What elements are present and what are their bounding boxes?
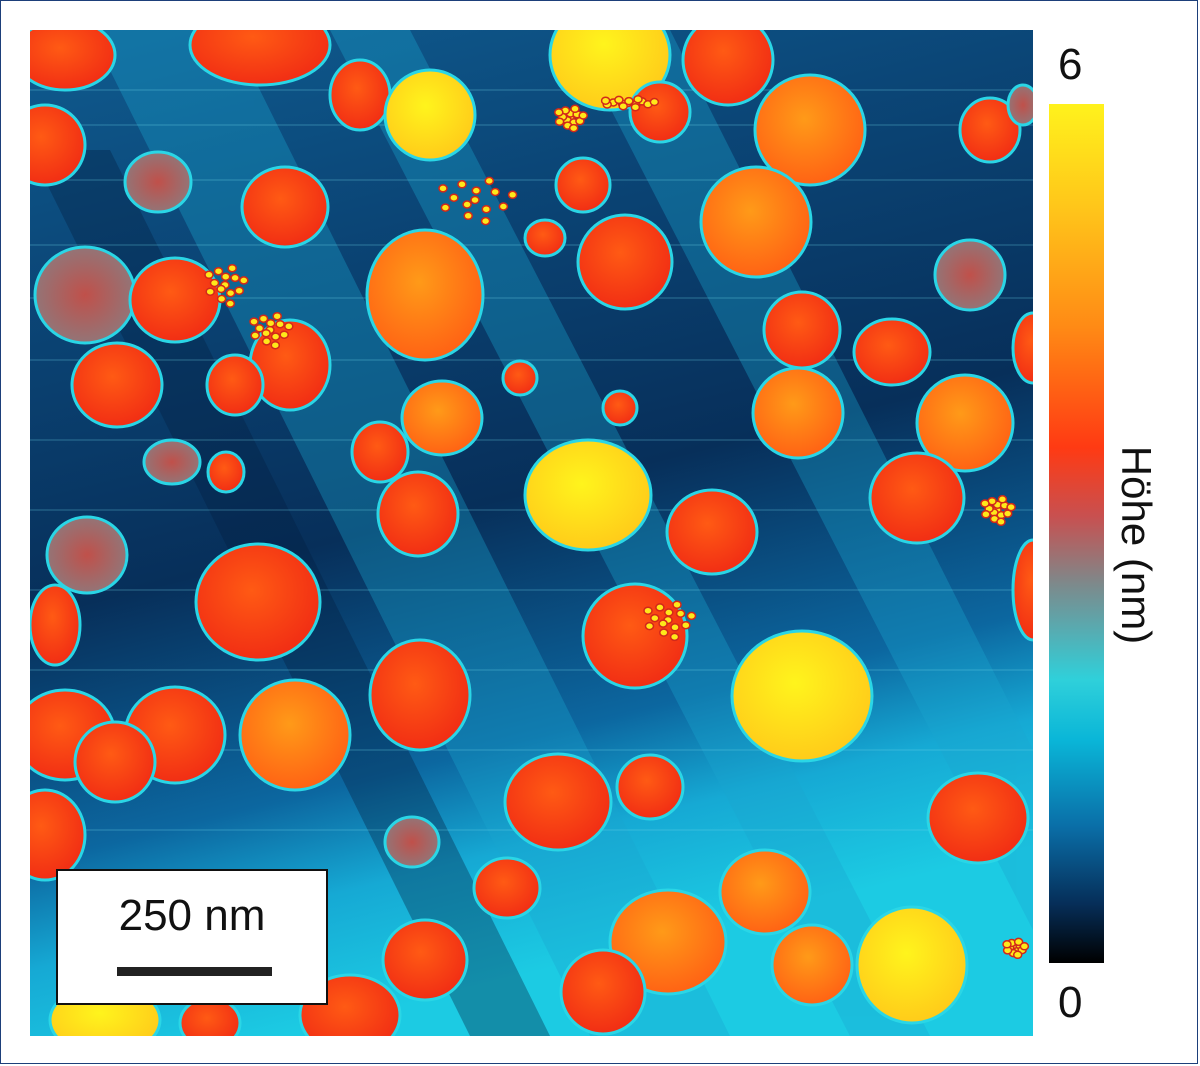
particle	[615, 753, 685, 821]
particle-cluster	[204, 263, 249, 308]
particle	[30, 788, 87, 882]
particle-cluster	[438, 176, 518, 226]
particle-cluster	[980, 495, 1016, 527]
particle	[681, 30, 775, 107]
particle	[365, 228, 485, 362]
particle	[554, 156, 612, 214]
colorbar-min-label: 0	[1058, 978, 1083, 1027]
particle	[238, 678, 352, 792]
particle-cluster	[643, 600, 697, 642]
scale-bar-box: 250 nm	[56, 869, 328, 1005]
nanoparticles	[30, 30, 1033, 1036]
particle	[699, 165, 813, 279]
particle	[350, 420, 410, 484]
particle	[933, 238, 1007, 312]
particle	[915, 373, 1015, 473]
particle	[751, 366, 845, 460]
particle	[30, 103, 87, 187]
particle	[628, 80, 692, 144]
afm-height-image	[30, 30, 1033, 1036]
fragmented-clusters	[204, 94, 1030, 960]
particle	[665, 488, 759, 576]
particle	[472, 856, 542, 920]
particle	[328, 58, 392, 132]
particle	[1006, 83, 1033, 127]
particle	[383, 815, 441, 869]
particle	[30, 30, 117, 92]
scale-bar	[117, 967, 272, 976]
particle	[368, 638, 472, 752]
particle	[559, 948, 647, 1036]
particle	[123, 150, 193, 214]
particle	[194, 542, 322, 662]
particle	[70, 341, 164, 429]
particle	[383, 68, 477, 162]
particle-cluster	[554, 104, 588, 133]
scale-bar-label: 250 nm	[118, 891, 266, 940]
particle	[523, 438, 653, 552]
particle	[1011, 311, 1033, 385]
particle	[718, 848, 812, 936]
particle	[73, 720, 157, 804]
particle	[753, 73, 867, 187]
particle	[400, 379, 484, 457]
colorbar-title: Höhe (nm)	[1113, 445, 1160, 645]
particle	[868, 451, 966, 545]
afm-image-svg	[30, 30, 1033, 1036]
particle-cluster	[600, 94, 660, 112]
particle	[240, 165, 330, 249]
particle	[30, 583, 82, 667]
particle	[381, 918, 469, 1002]
particle	[142, 438, 202, 486]
particle	[188, 30, 332, 87]
particle	[501, 359, 539, 397]
particle	[1011, 538, 1033, 642]
particle	[958, 96, 1022, 164]
particle-cluster	[249, 311, 294, 350]
particle	[852, 317, 932, 387]
particle	[762, 290, 842, 370]
particle	[730, 629, 874, 763]
particle-cluster	[1002, 937, 1030, 960]
particle	[503, 752, 613, 852]
particle	[926, 771, 1030, 865]
particle	[205, 353, 265, 417]
particle	[33, 245, 137, 345]
particle	[601, 389, 639, 427]
particle	[45, 515, 129, 595]
particle	[376, 470, 460, 558]
particle	[523, 218, 567, 258]
particle	[855, 905, 969, 1025]
particle	[576, 213, 674, 311]
colorbar-max-label: 6	[1058, 40, 1083, 89]
particle	[770, 923, 854, 1007]
particle	[128, 256, 222, 344]
colorbar	[1049, 104, 1104, 963]
particle	[206, 450, 246, 494]
